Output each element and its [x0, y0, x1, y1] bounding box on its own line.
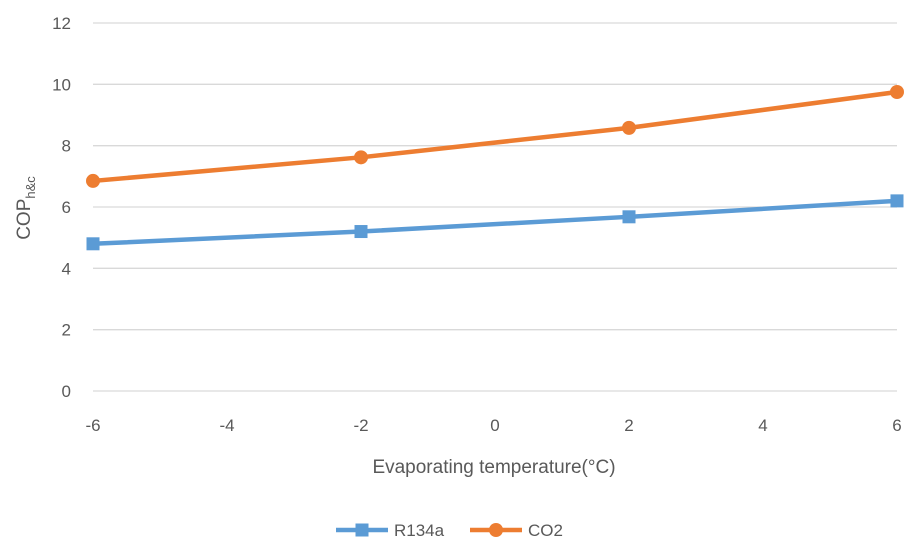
y-tick-label: 2: [62, 321, 71, 340]
gridlines: [93, 22, 897, 392]
series-group: [86, 85, 904, 251]
x-tick-label: 0: [490, 416, 499, 435]
legend: R134a CO2: [336, 521, 563, 540]
x-tick-label: -6: [85, 416, 100, 435]
x-tick-label: 6: [892, 416, 901, 435]
y-axis-title: COPh&c: [14, 176, 38, 240]
data-point-r134a: [622, 210, 636, 224]
y-axis-title-main: COP: [14, 199, 35, 240]
x-tick-label: 2: [624, 416, 633, 435]
data-point-r134a: [86, 237, 100, 251]
y-tick-label: 6: [62, 198, 71, 217]
y-axis-title-subscript: h&c: [23, 176, 38, 199]
y-tick-label: 0: [62, 382, 71, 401]
series-r134a: [86, 194, 904, 251]
legend-marker-r134a: [355, 523, 369, 537]
legend-label-co2: CO2: [528, 521, 563, 540]
y-tick-label: 4: [62, 259, 71, 278]
series-line-r134a: [90, 198, 900, 247]
data-point-r134a: [890, 194, 904, 208]
y-tick-label: 10: [52, 75, 71, 94]
y-tick-label: 12: [52, 14, 71, 33]
x-tick-label: -2: [353, 416, 368, 435]
data-point-co2: [890, 85, 904, 99]
y-tick-label: 8: [62, 137, 71, 156]
legend-label-r134a: R134a: [394, 521, 445, 540]
x-tick-label: -4: [219, 416, 234, 435]
data-point-co2: [622, 120, 636, 135]
legend-marker-co2: [489, 523, 503, 537]
x-axis-title: Evaporating temperature(°C): [372, 457, 615, 478]
legend-item-r134a: R134a: [336, 521, 445, 540]
legend-item-co2: CO2: [470, 521, 563, 540]
x-axis-ticks: -6 -4 -2 0 2 4 6: [85, 416, 901, 435]
data-point-r134a: [354, 225, 368, 239]
series-line-co2: [90, 89, 900, 184]
data-point-co2: [354, 150, 368, 165]
x-tick-label: 4: [758, 416, 767, 435]
series-co2: [86, 85, 904, 188]
y-axis-ticks: 0 2 4 6 8 10 12: [52, 14, 71, 401]
data-point-co2: [86, 173, 100, 188]
